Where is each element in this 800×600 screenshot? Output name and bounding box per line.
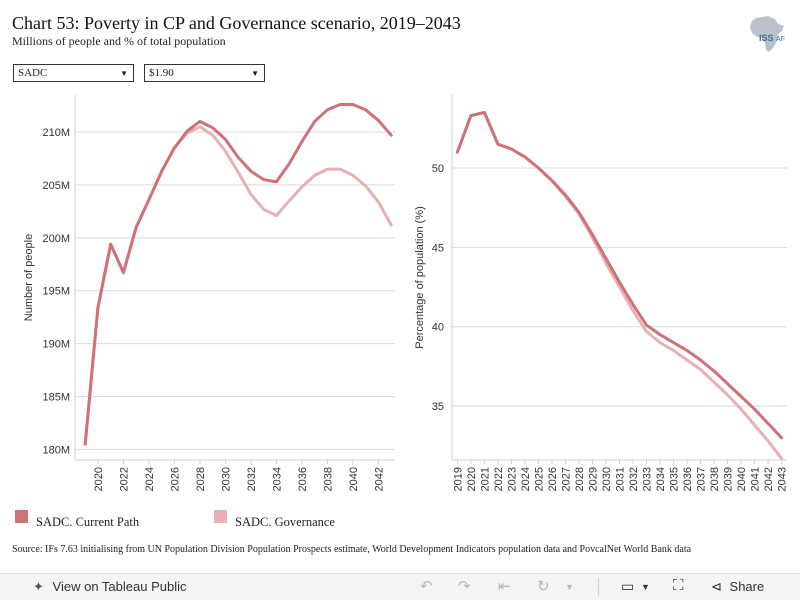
y-tick-label: 45 bbox=[432, 242, 444, 254]
x-tick-label: 2032 bbox=[628, 467, 640, 491]
x-tick-label: 2030 bbox=[220, 467, 232, 491]
x-tick-label: 2024 bbox=[520, 467, 532, 491]
x-tick-label: 2022 bbox=[118, 467, 130, 491]
refresh-icon[interactable]: ↻ bbox=[537, 578, 550, 595]
chart-subtitle: Millions of people and % of total popula… bbox=[12, 34, 226, 48]
chevron-down-icon: ▼ bbox=[251, 69, 259, 78]
x-tick-label: 2021 bbox=[479, 467, 491, 491]
x-tick-label: 2042 bbox=[373, 467, 385, 491]
legend-swatch-current-path bbox=[15, 510, 28, 523]
view-on-tableau-label: View on Tableau Public bbox=[52, 579, 187, 594]
x-tick-label: 2020 bbox=[93, 467, 105, 491]
poverty-line-dropdown-value: $1.90 bbox=[149, 67, 174, 79]
x-tick-label: 2028 bbox=[195, 467, 207, 491]
x-tick-label: 2034 bbox=[655, 467, 667, 491]
y-axis-title: Number of people bbox=[23, 234, 35, 321]
x-tick-label: 2028 bbox=[574, 467, 586, 491]
tableau-icon: ✦ bbox=[33, 579, 44, 594]
x-tick-label: 2024 bbox=[144, 467, 156, 491]
x-tick-label: 2041 bbox=[750, 467, 762, 491]
legend-label-current-path: SADC. Current Path bbox=[36, 515, 140, 529]
revert-icon[interactable]: ⇤ bbox=[498, 578, 511, 595]
x-tick-label: 2034 bbox=[271, 467, 283, 491]
series-line-current-path[interactable] bbox=[455, 111, 784, 440]
download-icon[interactable]: ▭ bbox=[621, 578, 635, 594]
x-tick-label: 2023 bbox=[506, 467, 518, 491]
share-button[interactable]: ⊲ Share bbox=[711, 579, 764, 595]
x-tick-label: 2025 bbox=[533, 467, 545, 491]
y-tick-label: 180M bbox=[42, 444, 70, 456]
y-tick-label: 185M bbox=[42, 392, 70, 404]
tableau-toolbar: ✦ View on Tableau Public ↶ ↷ ⇤ ↻ ▼ ▭ ▼ ⛶… bbox=[0, 573, 800, 600]
chevron-down-icon: ▼ bbox=[120, 69, 128, 78]
x-tick-label: 2040 bbox=[736, 467, 748, 491]
percentage-chart[interactable]: 35 40 45 50 2019 2020 2021 2022 2023 2024 2025 2026… bbox=[414, 95, 789, 491]
toolbar-divider bbox=[598, 578, 599, 596]
share-icon: ⊲ bbox=[711, 579, 722, 594]
x-tick-label: 2037 bbox=[696, 467, 708, 491]
redo-icon[interactable]: ↷ bbox=[458, 578, 471, 595]
x-tick-label: 2042 bbox=[763, 467, 775, 491]
legend-swatch-governance bbox=[214, 510, 227, 523]
refresh-menu-chevron-icon[interactable]: ▼ bbox=[565, 582, 574, 592]
source-note: Source: IFs 7.63 initialising from UN Po… bbox=[12, 544, 692, 555]
y-tick-label: 200M bbox=[42, 233, 70, 245]
x-tick-label: 2036 bbox=[297, 467, 309, 491]
y-tick-label: 40 bbox=[432, 322, 444, 334]
africa-map-icon bbox=[750, 16, 784, 52]
chart-title: Chart 53: Poverty in CP and Governance s… bbox=[12, 13, 461, 33]
y-tick-label: 205M bbox=[42, 180, 70, 192]
x-tick-label: 2038 bbox=[322, 467, 334, 491]
x-tick-label: 2032 bbox=[246, 467, 258, 491]
x-tick-label: 2043 bbox=[777, 467, 789, 491]
share-label: Share bbox=[729, 579, 765, 594]
iss-africa-logo[interactable]: ISS AF bbox=[742, 14, 790, 54]
y-tick-label: 190M bbox=[42, 339, 70, 351]
x-tick-label: 2035 bbox=[669, 467, 681, 491]
x-tick-label: 2022 bbox=[493, 467, 505, 491]
x-tick-label: 2026 bbox=[547, 467, 559, 491]
region-dropdown-value: SADC bbox=[18, 67, 48, 79]
x-tick-label: 2030 bbox=[601, 467, 613, 491]
poverty-line-dropdown[interactable]: $1.90 ▼ bbox=[144, 64, 265, 82]
x-tick-label: 2033 bbox=[642, 467, 654, 491]
series-line-current-path[interactable] bbox=[83, 103, 393, 446]
x-tick-label: 2029 bbox=[587, 467, 599, 491]
y-axis-title: Percentage of population (%) bbox=[414, 206, 426, 348]
legend-label-governance: SADC. Governance bbox=[235, 515, 335, 529]
x-tick-label: 2019 bbox=[452, 467, 464, 491]
charts-area: 180M 185M 190M 195M 200M 205M 210M 2020 2022 2024… bbox=[23, 95, 789, 491]
x-tick-label: 2027 bbox=[560, 467, 572, 491]
undo-icon[interactable]: ↶ bbox=[420, 578, 433, 595]
x-tick-label: 2026 bbox=[169, 467, 181, 491]
fullscreen-icon[interactable]: ⛶ bbox=[673, 577, 684, 594]
x-tick-label: 2040 bbox=[348, 467, 360, 491]
x-tick-label: 2036 bbox=[682, 467, 694, 491]
x-tick-label: 2039 bbox=[723, 467, 735, 491]
y-tick-label: 50 bbox=[432, 163, 444, 175]
y-tick-label: 210M bbox=[42, 127, 70, 139]
download-menu-chevron-icon[interactable]: ▼ bbox=[641, 582, 650, 592]
x-tick-label: 2020 bbox=[466, 467, 478, 491]
y-tick-label: 195M bbox=[42, 286, 70, 298]
y-tick-label: 35 bbox=[432, 401, 444, 413]
logo-text: ISS bbox=[759, 33, 774, 43]
x-tick-label: 2038 bbox=[709, 467, 721, 491]
view-on-tableau-link[interactable]: ✦ View on Tableau Public bbox=[33, 579, 186, 595]
region-dropdown[interactable]: SADC ▼ bbox=[13, 64, 134, 82]
people-chart[interactable]: 180M 185M 190M 195M 200M 205M 210M 2020 2022 2024… bbox=[23, 95, 395, 491]
x-tick-label: 2031 bbox=[615, 467, 627, 491]
logo-suffix: AF bbox=[776, 36, 785, 43]
